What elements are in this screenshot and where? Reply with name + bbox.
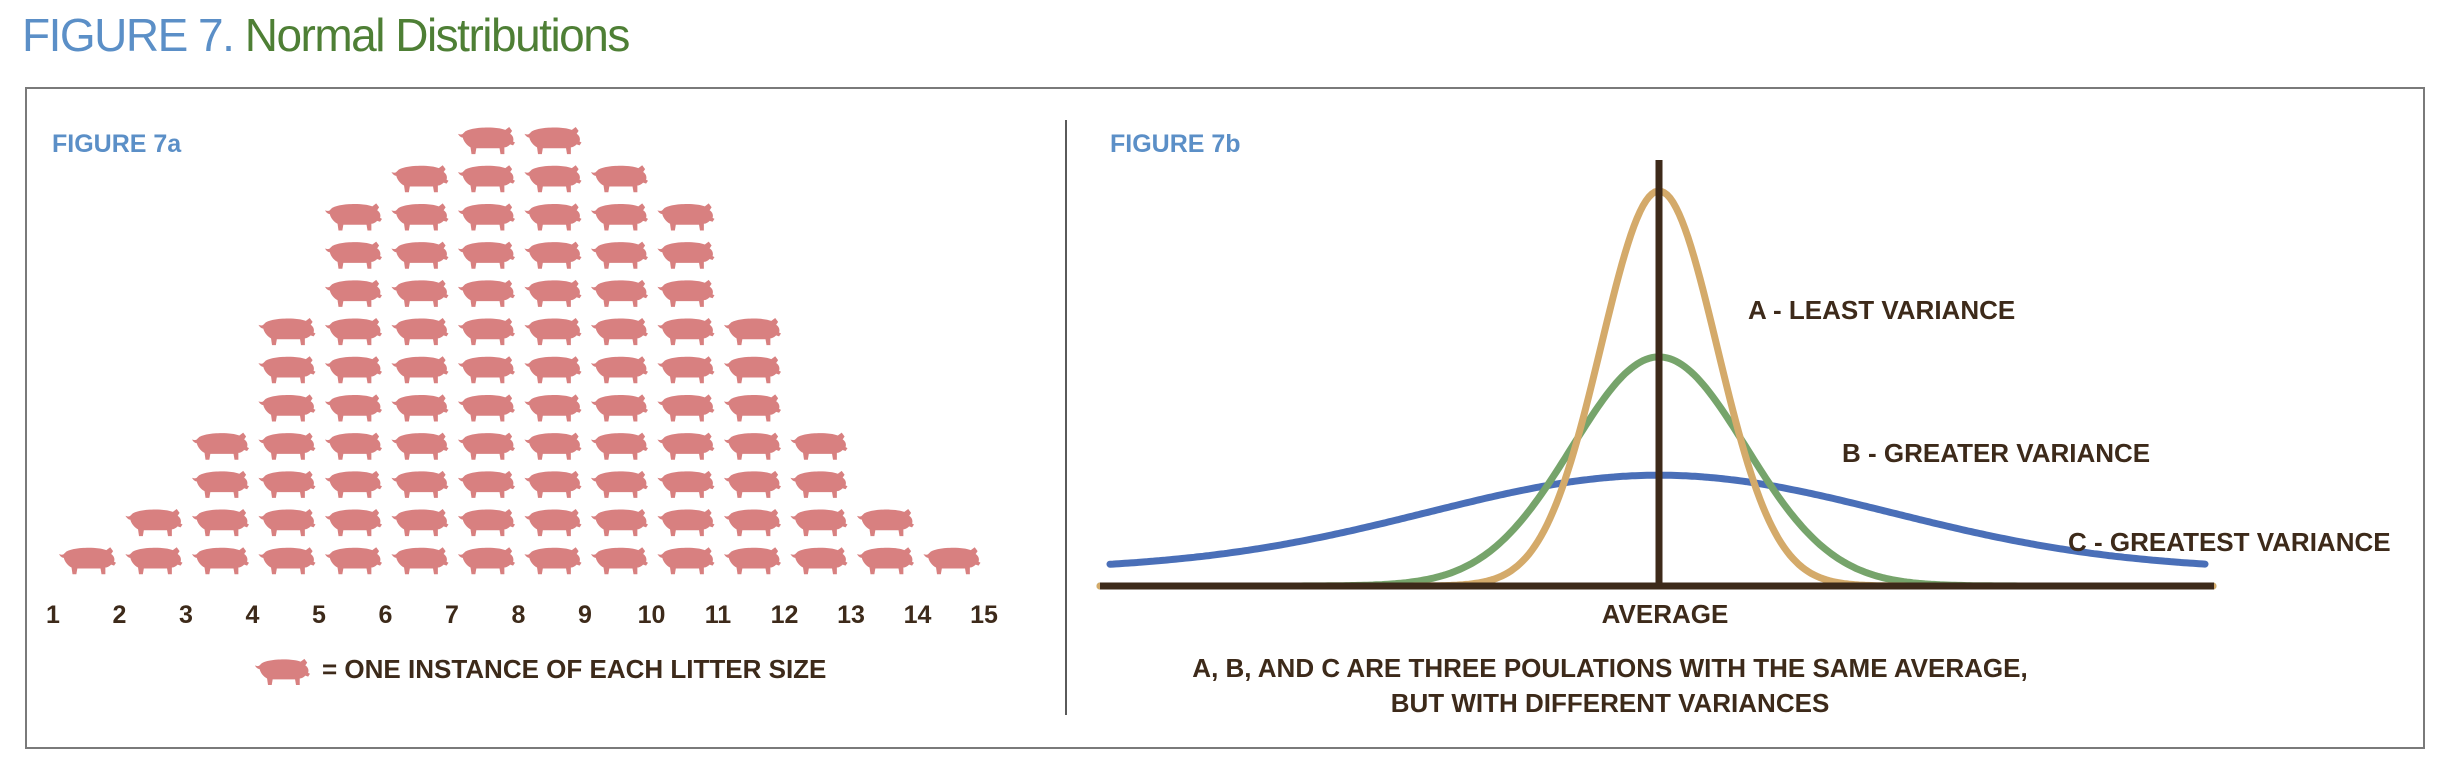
tick-label-5: 5	[312, 601, 326, 629]
pig-histogram: 1 2 3 4 5 6 7 8 9 10 11 12 13 14 15	[46, 127, 998, 629]
tick-label-14: 14	[904, 601, 932, 629]
figure-frame	[25, 87, 2425, 749]
series-label-a: A - LEAST VARIANCE	[1748, 295, 2015, 325]
tick-label-13: 13	[837, 601, 865, 629]
note-line-1: A, B, AND C ARE THREE POULATIONS WITH TH…	[1192, 653, 2028, 683]
tick-label-10: 10	[638, 601, 666, 629]
tick-label-15: 15	[970, 601, 998, 629]
tick-label-4: 4	[246, 601, 260, 629]
figure-7a-label: FIGURE 7a	[52, 130, 182, 158]
tick-label-12: 12	[771, 601, 799, 629]
figure-7b-label: FIGURE 7b	[1110, 130, 1241, 158]
tick-label-2: 2	[113, 601, 127, 629]
series-label-b: B - GREATER VARIANCE	[1842, 438, 2150, 468]
axis-label-average: AVERAGE	[1602, 599, 1729, 629]
legend-text: = ONE INSTANCE OF EACH LITTER SIZE	[322, 654, 827, 684]
note-line-2: BUT WITH DIFFERENT VARIANCES	[1390, 688, 1830, 718]
tick-label-7: 7	[445, 601, 459, 629]
tick-label-3: 3	[179, 601, 193, 629]
tick-label-6: 6	[379, 601, 393, 629]
tick-label-8: 8	[512, 601, 526, 629]
tick-label-11: 11	[705, 601, 732, 629]
panel-divider	[1065, 120, 1067, 715]
figure-title: FIGURE 7. Normal Distributions	[22, 8, 631, 62]
pictograph-chart: 1 2 3 4 5 6 7 8 9 10 11 12 13 14 15	[0, 0, 1060, 725]
figure-title-prefix: FIGURE 7.	[22, 9, 235, 61]
tick-label-9: 9	[578, 601, 592, 629]
tick-label-1: 1	[46, 601, 60, 629]
series-label-c: C - GREATEST VARIANCE	[2068, 527, 2391, 557]
figure-title-main: Normal Distributions	[244, 9, 631, 61]
